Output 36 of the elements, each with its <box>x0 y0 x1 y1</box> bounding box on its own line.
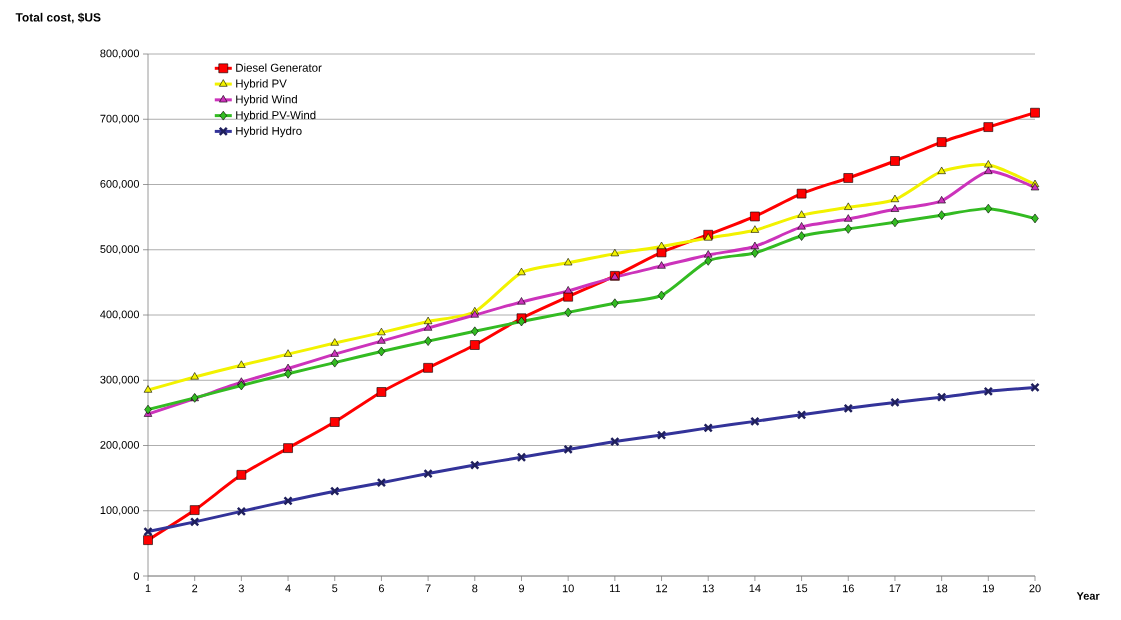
legend-label: Hybrid PV-Wind <box>236 110 316 122</box>
y-tick-label: 800,000 <box>100 49 140 59</box>
legend-label: Hybrid PV <box>236 79 287 90</box>
x-tick-label: 9 <box>518 584 525 593</box>
y-tick-label: 200,000 <box>100 440 140 451</box>
y-tick-label: 700,000 <box>100 114 140 124</box>
x-tick-label: 7 <box>425 584 431 593</box>
x-tick-label: 2 <box>192 584 198 593</box>
x-tick-label: 3 <box>238 584 244 593</box>
legend-label: Hybrid Hydro <box>236 126 302 138</box>
x-axis-title: Year <box>1076 592 1100 600</box>
x-tick-label: 4 <box>285 584 291 593</box>
x-tick-label: 11 <box>609 584 620 593</box>
y-tick-label: 500,000 <box>100 245 140 255</box>
y-tick-label: 0 <box>133 572 140 580</box>
x-tick-label: 15 <box>796 584 808 593</box>
x-tick-label: 12 <box>656 584 668 593</box>
y-tick-label: 300,000 <box>100 375 140 385</box>
y-tick-label: 600,000 <box>100 179 140 190</box>
x-tick-label: 20 <box>1029 584 1041 593</box>
x-tick-label: 18 <box>936 584 948 593</box>
x-tick-label: 1 <box>145 584 151 593</box>
y-axis-title: Total cost, $US <box>15 12 101 24</box>
legend-label: Diesel Generator <box>236 63 322 72</box>
x-tick-label: 10 <box>562 584 574 593</box>
legend-label: Hybrid Wind <box>236 94 297 106</box>
x-tick-label: 16 <box>843 584 854 593</box>
x-tick-label: 19 <box>983 584 994 593</box>
x-tick-label: 6 <box>378 584 384 593</box>
y-tick-label: 100,000 <box>100 506 140 516</box>
y-tick-label: 400,000 <box>100 310 140 320</box>
x-tick-label: 14 <box>749 584 761 593</box>
x-tick-label: 17 <box>889 584 901 593</box>
x-tick-label: 5 <box>332 584 338 593</box>
x-tick-label: 8 <box>472 584 478 593</box>
x-tick-label: 13 <box>702 584 714 593</box>
